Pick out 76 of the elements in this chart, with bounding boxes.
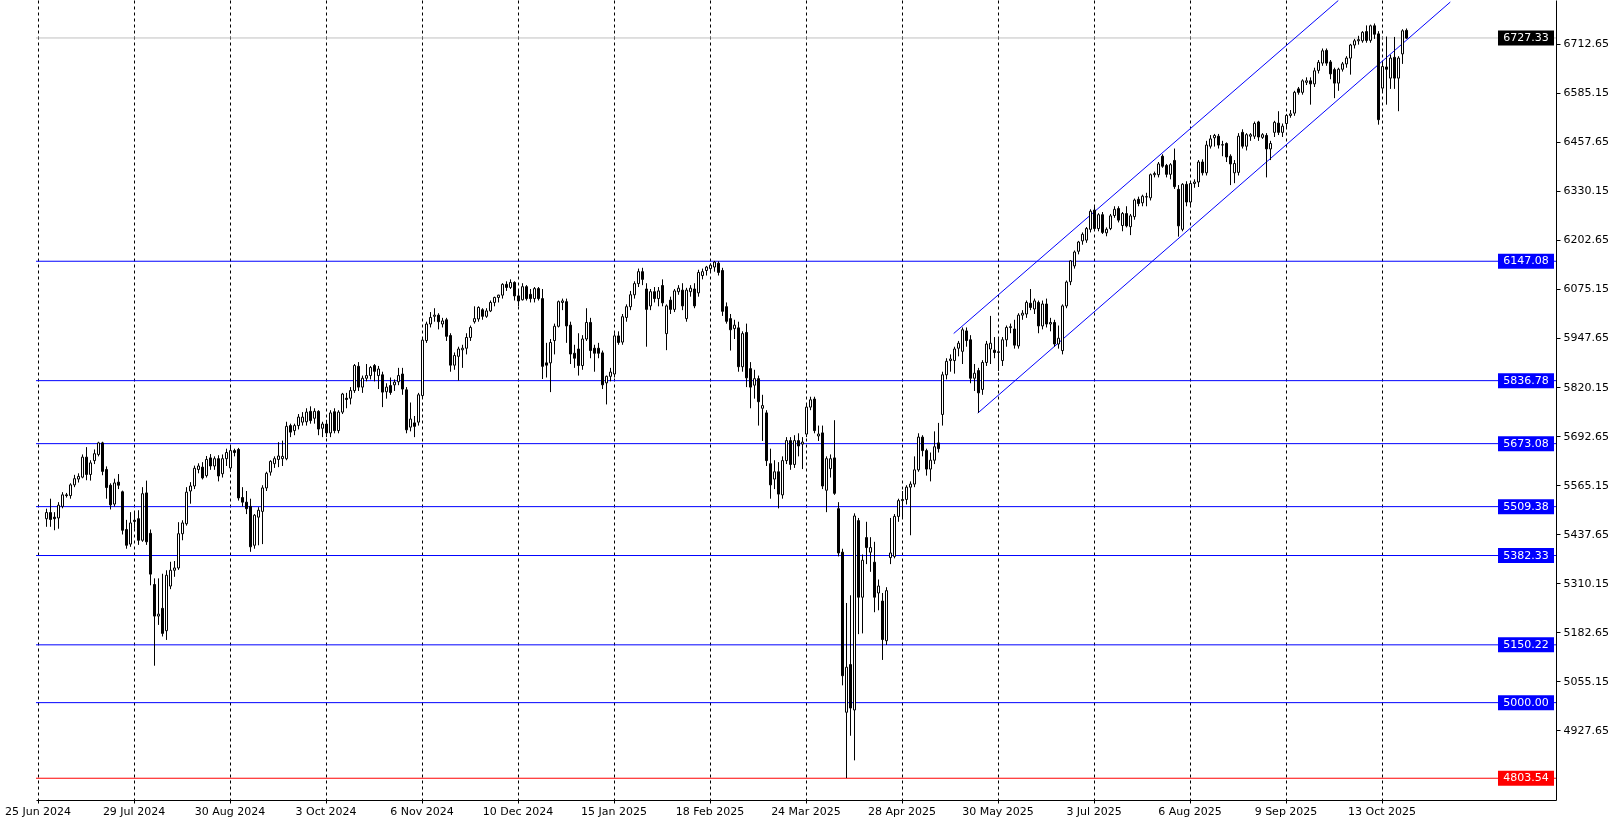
candlestick [505, 280, 508, 292]
x-tick-label: 28 Apr 2025 [867, 804, 937, 818]
x-tick-label: 30 May 2025 [962, 804, 1034, 818]
y-tick-label: 5565.15 [1563, 478, 1609, 492]
x-tick-label: 25 Jun 2024 [4, 804, 72, 818]
x-tick-label: 30 Aug 2024 [194, 804, 266, 818]
candlestick [549, 338, 552, 393]
candlestick [961, 326, 964, 365]
candlestick [49, 498, 52, 528]
y-tick-label: 5692.65 [1563, 429, 1609, 443]
x-tick-label: 9 Sep 2025 [1254, 804, 1318, 818]
x-tick-label: 13 Oct 2025 [1347, 804, 1417, 818]
x-tick-label: 3 Jul 2025 [1066, 804, 1122, 818]
ref-line-label: 4803.54 [1503, 771, 1549, 785]
candlestick [521, 282, 524, 301]
y-tick-label: 6712.65 [1563, 37, 1609, 51]
candlestick [1361, 31, 1364, 44]
candlestick [865, 521, 868, 565]
candlestick [777, 461, 780, 509]
candlestick [577, 332, 580, 377]
candlestick [273, 455, 276, 469]
y-tick-label: 5947.65 [1563, 331, 1609, 345]
ref-line-label: 5382.33 [1503, 548, 1549, 562]
candlestick [433, 307, 436, 323]
candlestick [541, 288, 544, 380]
candlestick [661, 278, 664, 307]
x-tick-label: 29 Jul 2024 [102, 804, 166, 818]
y-tick-label: 6585.15 [1563, 86, 1609, 100]
candlestick [1385, 36, 1388, 106]
candlestick [153, 577, 156, 667]
y-tick-label: 6457.65 [1563, 135, 1609, 149]
y-tick-label: 5055.15 [1563, 674, 1609, 688]
candlestick [1177, 184, 1180, 238]
x-tick-label: 6 Nov 2024 [390, 804, 454, 818]
ref-line-label: 6147.08 [1503, 254, 1549, 268]
candlestick [1217, 133, 1220, 150]
candlestick [1365, 24, 1368, 44]
candlestick [1265, 132, 1268, 178]
x-tick-label: 24 Mar 2025 [771, 804, 841, 818]
candlestick [769, 448, 772, 500]
ref-line-label: 5150.22 [1503, 637, 1549, 651]
x-tick-label: 3 Oct 2024 [295, 804, 357, 818]
y-tick-label: 5437.65 [1563, 527, 1609, 541]
candlestick [761, 394, 764, 442]
x-tick-label: 18 Feb 2025 [675, 804, 745, 818]
y-tick-label: 6075.15 [1563, 282, 1609, 296]
ref-line-label: 5509.38 [1503, 499, 1549, 513]
candlestick [789, 436, 792, 471]
candlestick [389, 376, 392, 396]
ref-line-label: 5836.78 [1503, 373, 1549, 387]
y-tick-label: 5310.15 [1563, 576, 1609, 590]
y-tick-label: 6330.15 [1563, 184, 1609, 198]
ref-line-label: 6727.33 [1503, 30, 1549, 44]
candlestick [793, 434, 796, 469]
candlestick [205, 455, 208, 479]
ref-line-label: 5673.08 [1503, 436, 1549, 450]
candlestick [885, 586, 888, 646]
candlestick [869, 536, 872, 573]
x-tick-label: 10 Dec 2024 [482, 804, 554, 818]
candlestick [501, 283, 504, 300]
candlestick [989, 315, 992, 365]
ref-line-label: 5000.00 [1503, 695, 1549, 709]
candlestick [165, 569, 168, 641]
candlestick [873, 541, 876, 613]
candlestick [309, 405, 312, 425]
y-tick-label: 4927.65 [1563, 723, 1609, 737]
x-tick-label: 6 Aug 2025 [1158, 804, 1222, 818]
y-tick-label: 5820.15 [1563, 380, 1609, 394]
candlestick [221, 453, 224, 479]
y-tick-label: 6202.65 [1563, 233, 1609, 247]
x-tick-label: 15 Jan 2025 [581, 804, 647, 818]
candlestick [1393, 36, 1396, 90]
candlestick [1173, 148, 1176, 190]
candlestick [269, 460, 272, 477]
candlestick [473, 305, 476, 325]
y-tick-label: 5182.65 [1563, 625, 1609, 639]
